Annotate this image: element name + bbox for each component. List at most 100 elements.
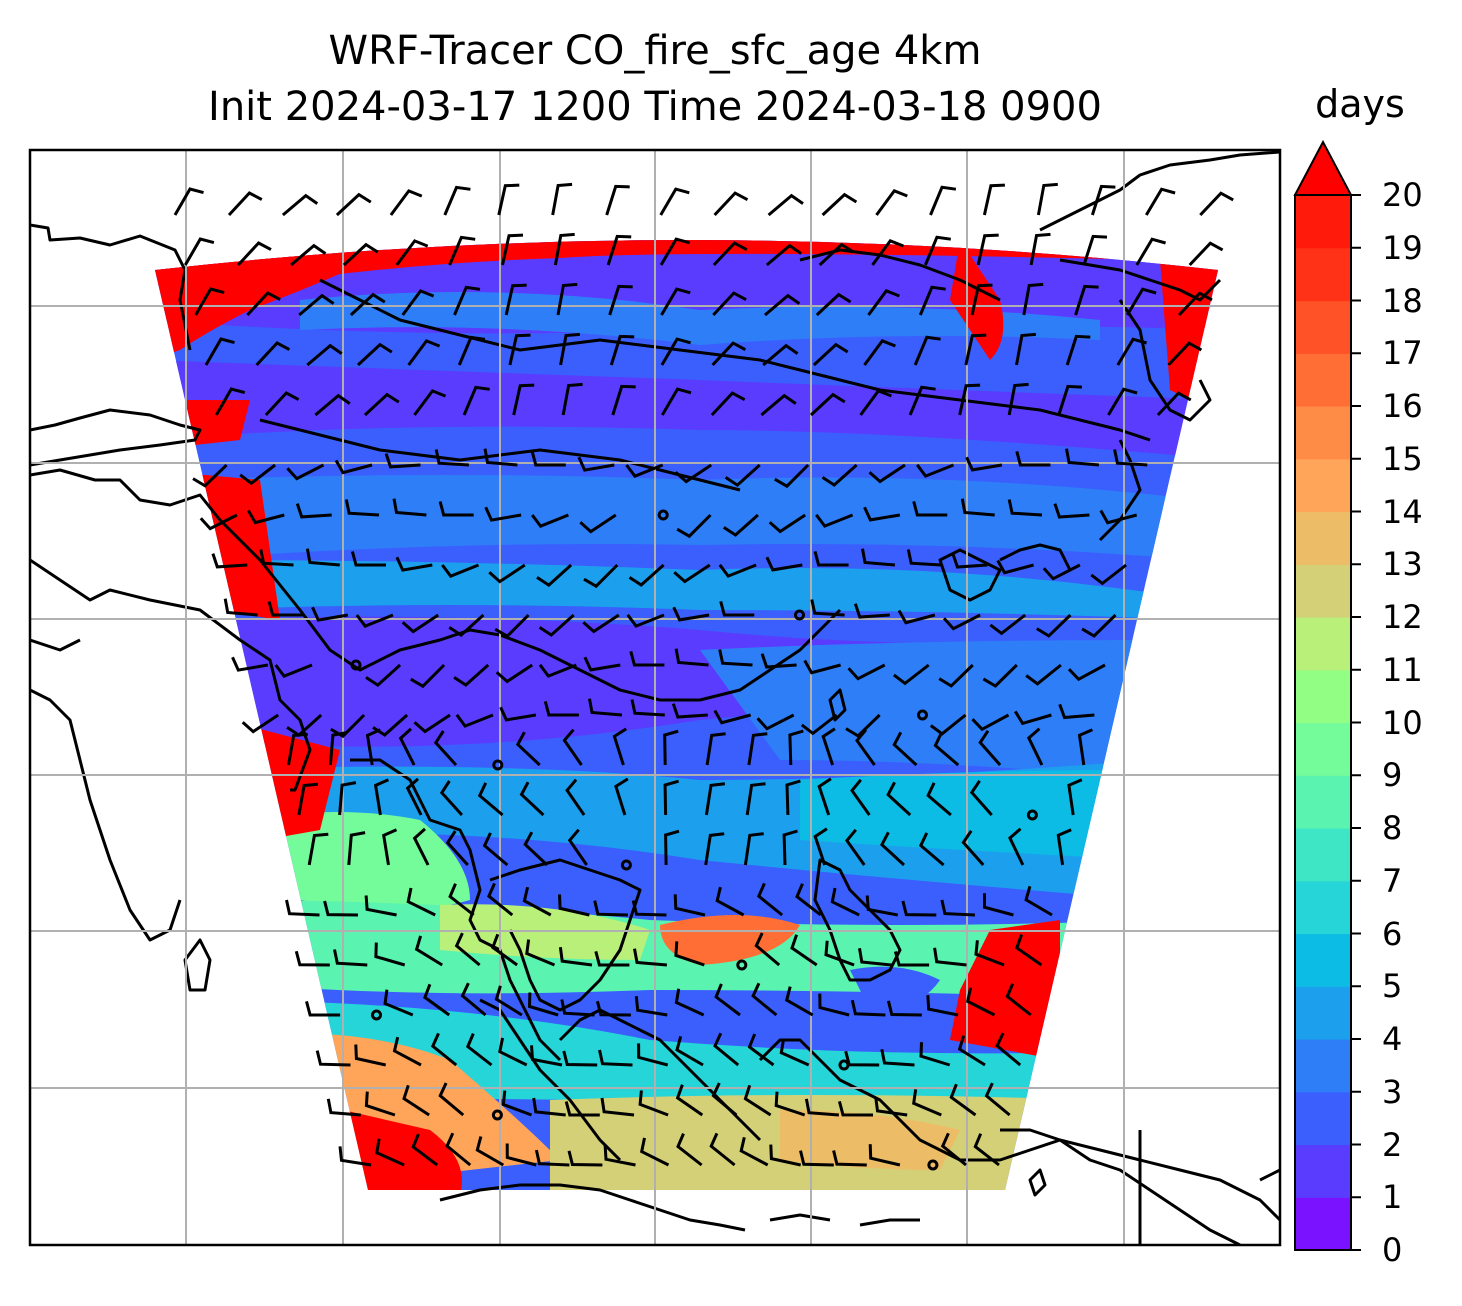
wind-barb (505, 1143, 537, 1167)
colorbar-tick-label: 1 (1382, 1178, 1403, 1217)
wind-barb (501, 1090, 533, 1117)
colorbar-tick-label: 19 (1382, 228, 1423, 267)
wind-barb (817, 777, 832, 816)
wind-barb (490, 933, 518, 967)
map-title-line-1: WRF-Tracer CO_fire_sfc_age 4km (328, 28, 982, 74)
wind-barb (338, 1146, 372, 1167)
wind-barb (712, 291, 747, 317)
wind-barb (192, 463, 228, 488)
wind-barb (1065, 334, 1091, 366)
wind-barb (926, 995, 959, 1017)
colorbar-tick-label: 15 (1382, 439, 1423, 478)
colorbar-tick-label: 14 (1382, 492, 1423, 531)
wind-barb (867, 288, 900, 316)
calm-wind-marker (491, 1109, 503, 1121)
wind-barb (430, 1032, 458, 1067)
wind-barb (565, 778, 586, 816)
wind-barb (522, 886, 552, 917)
wind-barb (743, 1084, 772, 1117)
wind-barb (790, 934, 818, 967)
wind-barb (1007, 499, 1043, 517)
colorbar-tick-label: 12 (1382, 598, 1423, 636)
wind-barb (231, 656, 269, 672)
wind-barb (184, 237, 215, 266)
colorbar-tick-label: 3 (1382, 1072, 1403, 1111)
wind-barb (1116, 337, 1148, 366)
wind-barb (784, 986, 814, 1017)
wind-barbs (173, 182, 1234, 1171)
wind-barb (767, 193, 804, 217)
wind-barb (298, 293, 335, 317)
wind-barb (711, 1082, 738, 1117)
wind-barb (401, 613, 440, 634)
wind-barb (718, 563, 757, 578)
wind-barb (1067, 778, 1083, 816)
colorbar-bin (1295, 458, 1351, 513)
wind-barb (311, 606, 349, 622)
wind-barb (392, 1036, 422, 1067)
wind-barb (844, 1050, 880, 1067)
wind-barb (660, 287, 691, 316)
wind-barb (494, 985, 523, 1017)
wind-barb (821, 463, 858, 487)
wind-barb (933, 732, 960, 767)
wind-barb (886, 1000, 922, 1017)
wind-barb (1126, 287, 1157, 316)
colorbar-bin (1295, 1197, 1351, 1251)
wind-barb (760, 653, 797, 669)
wind-barb (413, 389, 447, 416)
colorbar-tick-label: 4 (1382, 1020, 1403, 1058)
colorbar-tick-label: 11 (1382, 650, 1423, 689)
wind-barb (812, 342, 849, 367)
colorbar-bin (1295, 353, 1351, 407)
wind-barb (538, 663, 577, 678)
wind-barb (782, 829, 798, 866)
calm-wind-marker (927, 1159, 939, 1171)
wind-barb (747, 1033, 775, 1067)
wind-barb (942, 613, 981, 631)
wind-barb (756, 713, 795, 731)
map-title-line-2: Init 2024-03-17 1200 Time 2024-03-18 090… (208, 84, 1102, 130)
wind-barb (532, 1097, 566, 1117)
wind-barb (893, 951, 930, 967)
wind-barb (395, 239, 429, 266)
wind-barb (445, 830, 469, 867)
wind-barb (375, 1138, 405, 1167)
wind-barb (713, 709, 752, 725)
wind-barb (933, 947, 967, 967)
wind-barb (531, 513, 569, 529)
wind-barb (1024, 885, 1053, 917)
wind-barb (373, 778, 390, 816)
wind-barb (973, 1133, 1000, 1167)
calm-wind-marker (794, 609, 805, 621)
wind-barb (996, 559, 1034, 575)
wind-barb (448, 883, 475, 917)
wind-barb (897, 609, 936, 625)
wind-barb (765, 556, 803, 572)
wind-barb (837, 1101, 874, 1117)
wind-barb (674, 941, 705, 967)
wind-barb (364, 1091, 396, 1117)
wind-barb (274, 663, 313, 679)
wind-barb (334, 459, 373, 475)
wind-barb (818, 993, 850, 1017)
wind-barb (389, 189, 423, 216)
wind-barb (754, 932, 781, 967)
wind-barb (957, 1035, 986, 1067)
wind-barb (859, 388, 892, 416)
wind-barb (414, 935, 443, 967)
wind-barb (199, 513, 238, 531)
wind-barb (908, 385, 936, 416)
wind-barb (1025, 663, 1062, 686)
wind-barb (611, 384, 636, 416)
wind-barb (712, 241, 748, 267)
wind-barb (215, 387, 246, 416)
wind-barb (974, 940, 1005, 967)
calm-wind-marker (917, 709, 928, 721)
wind-barb (711, 341, 747, 367)
wind-barb (326, 1098, 361, 1117)
wind-barb (628, 563, 665, 587)
colorbar-extend-arrow (1293, 139, 1353, 196)
wind-barb (605, 184, 630, 216)
wind-barb (961, 829, 985, 866)
